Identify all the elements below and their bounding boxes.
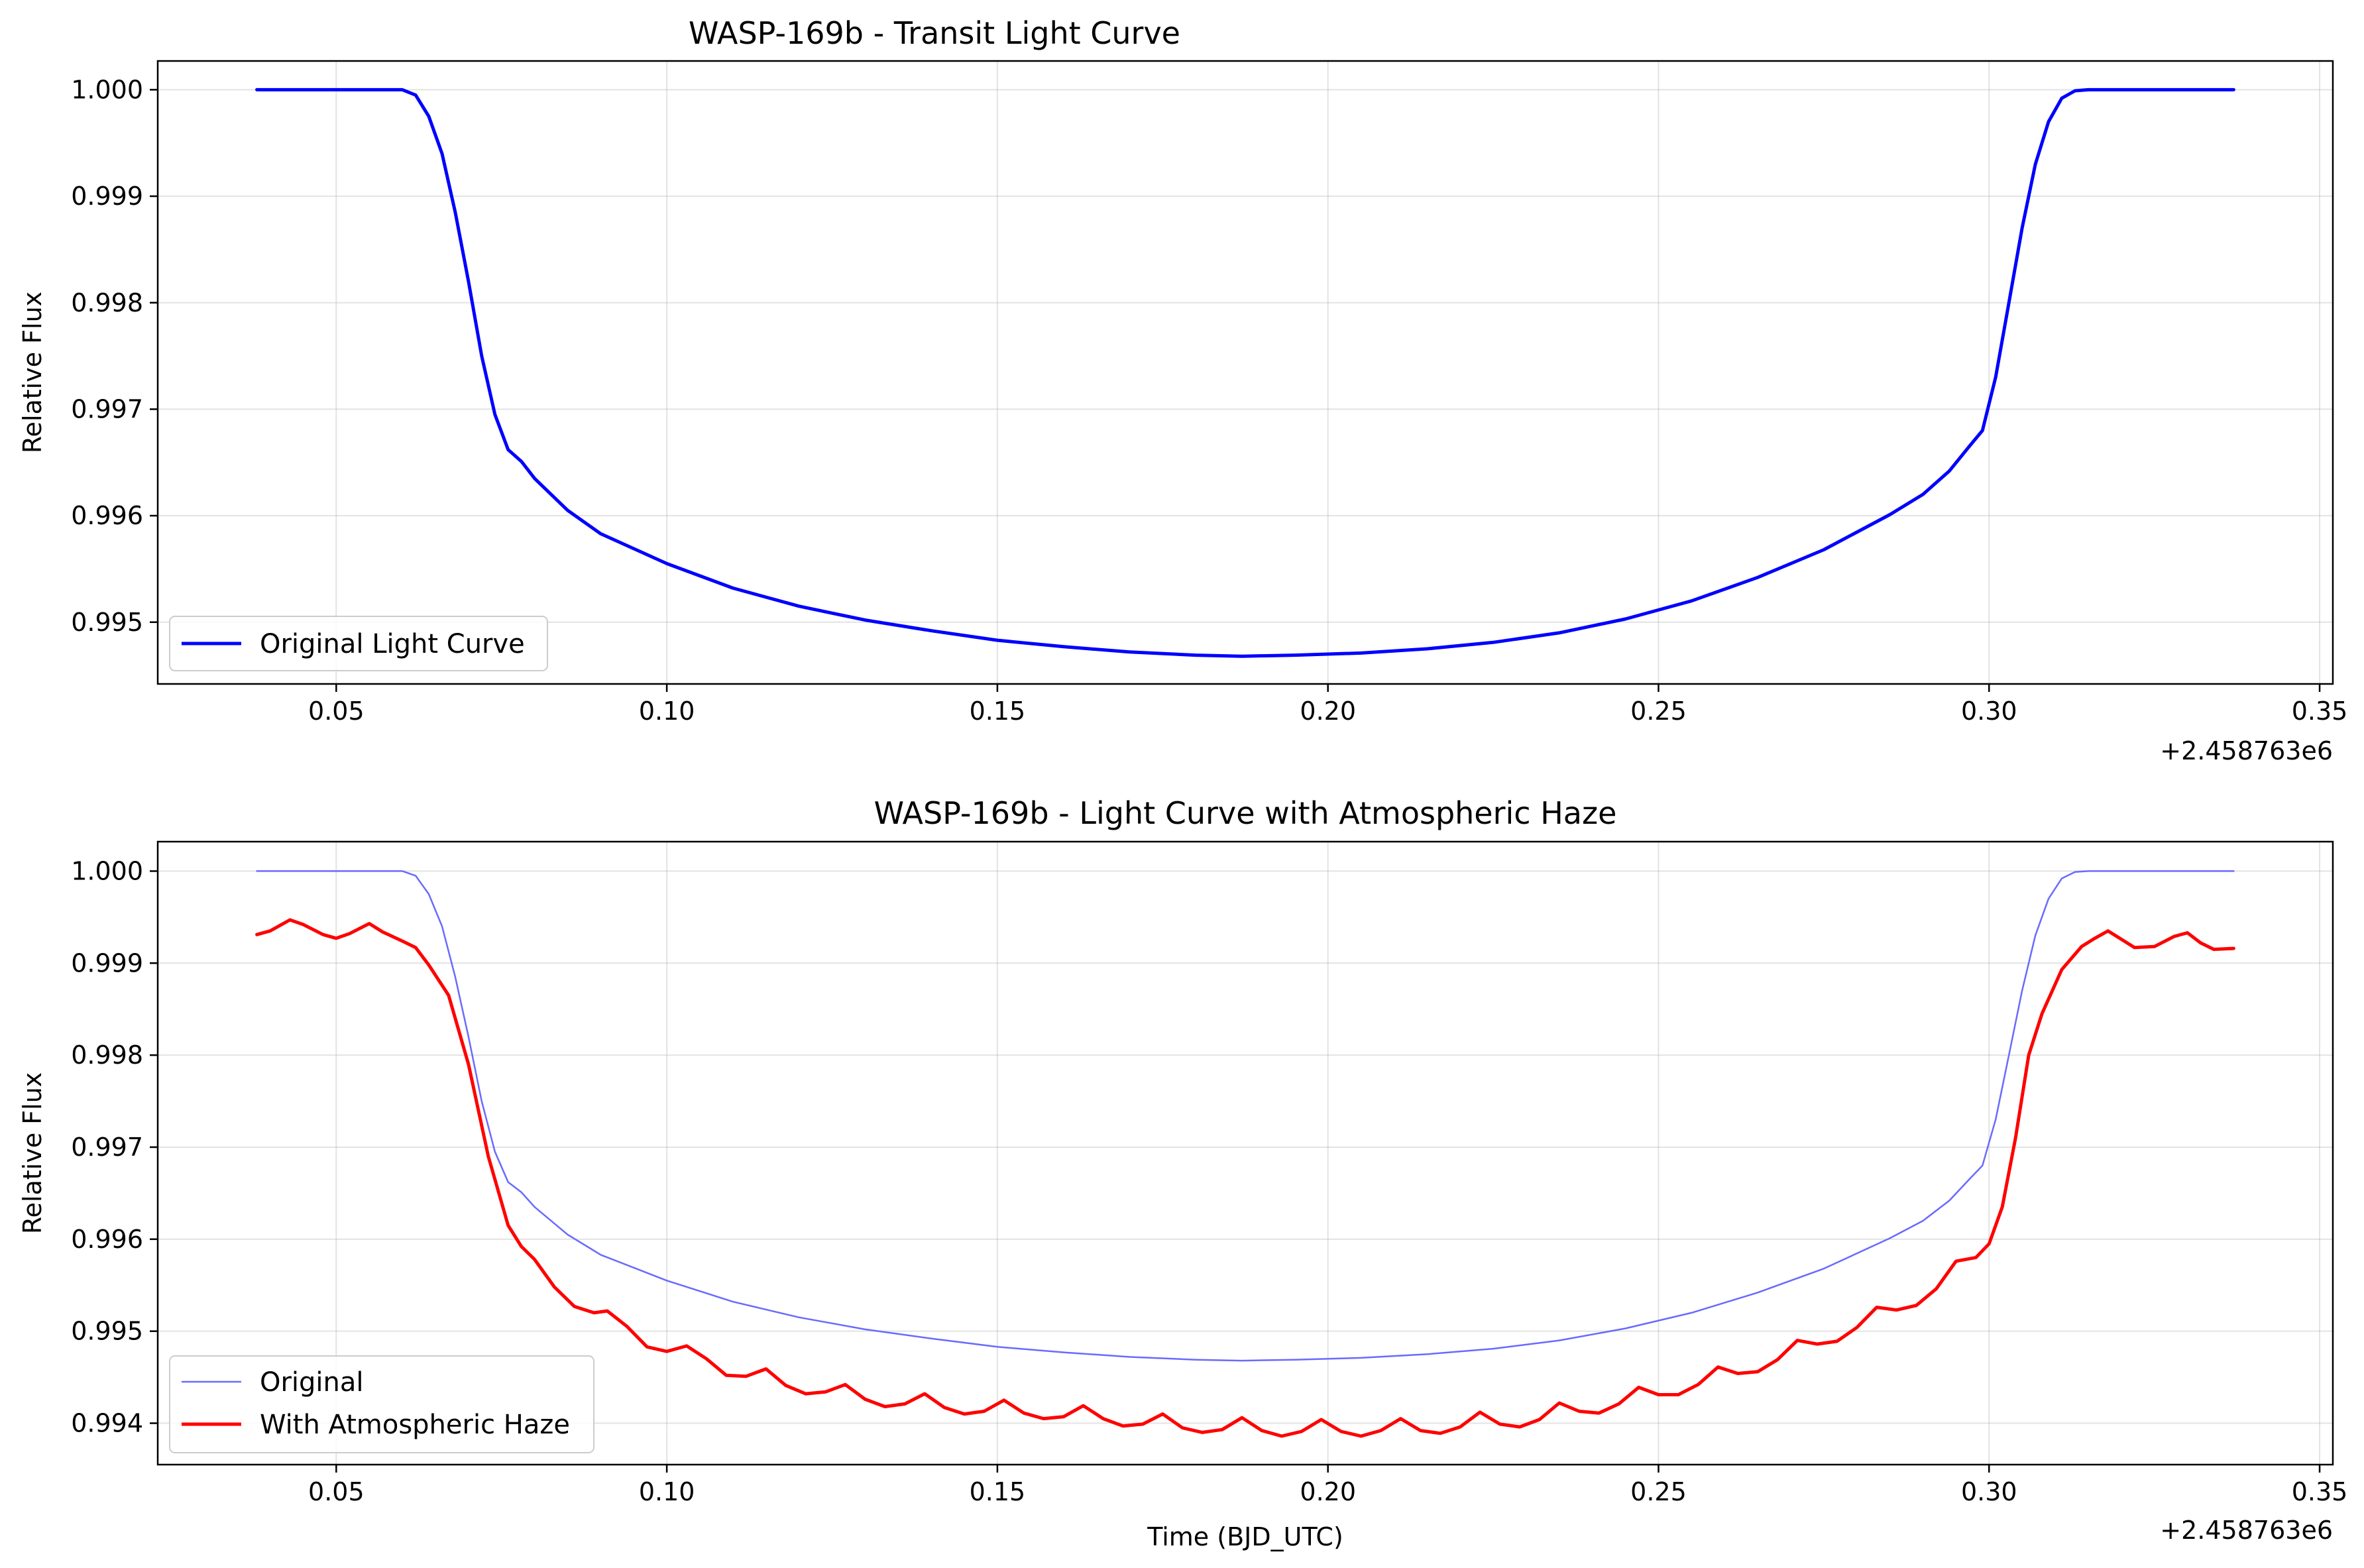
panel-1-x-tick-label: 0.25 (1630, 697, 1687, 726)
panel-2-y-axis-label: Relative Flux (18, 1072, 47, 1234)
panel-2-y-tick-label: 0.999 (71, 948, 143, 978)
panel-2-x-tick-label: 0.25 (1630, 1477, 1687, 1506)
panel-2-y-tick-label: 0.994 (71, 1409, 143, 1438)
panel-1-y-tick-label: 0.997 (71, 394, 143, 423)
panel-2-legend-label-haze: With Atmospheric Haze (260, 1410, 570, 1440)
panel-2-x-offset-label: +2.458763e6 (2160, 1516, 2333, 1545)
panel-1-legend: Original Light Curve (169, 616, 548, 671)
panel-1-y-tick-label: 1.000 (71, 75, 143, 104)
panel-1-y-ticks: 0.995 0.996 0.997 0.998 0.999 1.000 (71, 75, 158, 637)
panel-1-legend-box (169, 616, 548, 671)
panel-1-y-tick-label: 0.999 (71, 182, 143, 211)
panel-2-y-ticks: 0.994 0.995 0.996 0.997 0.998 0.999 1.000 (71, 856, 158, 1438)
panel-2-x-axis-label: Time (BJD_UTC) (1147, 1522, 1343, 1551)
panel-2-x-tick-label: 0.30 (1961, 1477, 2017, 1506)
panel-2-y-tick-label: 0.995 (71, 1317, 143, 1346)
panel-2-title: WASP-169b - Light Curve with Atmospheric… (874, 795, 1617, 831)
panel-1-grid (158, 61, 2333, 684)
panel-1-x-tick-label: 0.30 (1961, 697, 2017, 726)
panel-2-legend: Original With Atmospheric Haze (169, 1355, 594, 1453)
panel-1-x-offset-label: +2.458763e6 (2160, 736, 2333, 765)
panel-1-x-tick-label: 0.10 (639, 697, 695, 726)
panel-2-series-line-original (256, 870, 2235, 1362)
panel-2-y-tick-label: 0.997 (71, 1133, 143, 1162)
panel-2-y-tick-label: 0.998 (71, 1040, 143, 1070)
panel-2-series-line-with-atmospheric-haze (255, 918, 2235, 1438)
panel-2-y-tick-label: 0.996 (71, 1225, 143, 1254)
panel-1-y-tick-label: 0.995 (71, 608, 143, 637)
panel-2-x-ticks: 0.05 0.10 0.15 0.20 0.25 0.30 0.35 (308, 1465, 2347, 1506)
panel-2-x-tick-label: 0.35 (2292, 1477, 2348, 1506)
panel-2-grid (158, 842, 2333, 1465)
panel-1-x-tick-label: 0.20 (1300, 697, 1356, 726)
panel-2-x-tick-label: 0.15 (970, 1477, 1026, 1506)
panel-1-y-axis-label: Relative Flux (18, 292, 47, 453)
panel-1-x-tick-label: 0.35 (2292, 697, 2348, 726)
panel-2-x-tick-label: 0.05 (308, 1477, 365, 1506)
panel-1-x-ticks: 0.05 0.10 0.15 0.20 0.25 0.30 0.35 (308, 684, 2347, 726)
panel-1: WASP-169b - Transit Light Curve 0.05 0.10… (18, 15, 2347, 765)
panel-1-series-line-original-light-curve (255, 87, 2235, 658)
panel-1-series (255, 87, 2235, 658)
panel-1-x-tick-label: 0.15 (970, 697, 1026, 726)
panel-1-legend-label-original: Original Light Curve (260, 629, 525, 659)
panel-1-title: WASP-169b - Transit Light Curve (689, 15, 1180, 51)
panel-2: WASP-169b - Light Curve with Atmospheric… (18, 795, 2347, 1551)
panel-2-legend-label-original: Original (260, 1367, 364, 1398)
panel-2-y-tick-label: 1.000 (71, 856, 143, 885)
panel-2-series (255, 870, 2235, 1438)
panel-2-legend-box (169, 1355, 594, 1453)
panel-1-y-tick-label: 0.998 (71, 288, 143, 317)
panel-1-axes-frame (156, 60, 2334, 685)
panel-2-axes-frame (156, 840, 2334, 1466)
panel-1-y-tick-label: 0.996 (71, 501, 143, 530)
panel-1-x-tick-label: 0.05 (308, 697, 365, 726)
panel-2-x-tick-label: 0.20 (1300, 1477, 1356, 1506)
panel-2-x-tick-label: 0.10 (639, 1477, 695, 1506)
